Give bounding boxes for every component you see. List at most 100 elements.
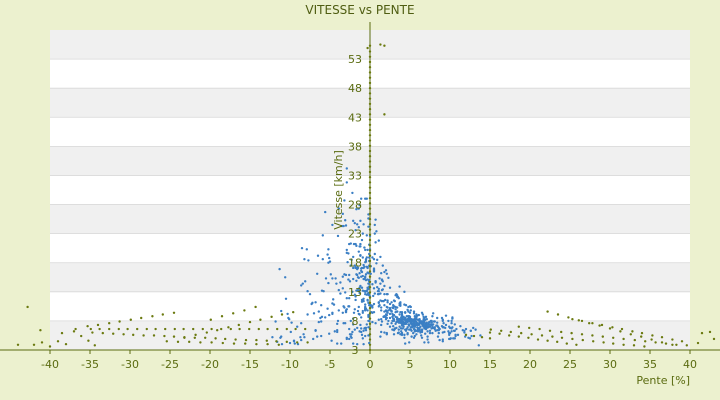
data-point [290, 321, 293, 324]
data-point [363, 327, 366, 330]
data-point [361, 311, 364, 314]
data-point [296, 325, 299, 328]
data-point [403, 336, 406, 339]
data-point [16, 343, 20, 346]
data-point [685, 344, 688, 347]
data-point [255, 338, 258, 342]
data-point [355, 289, 358, 292]
data-point [402, 315, 405, 319]
data-point [408, 311, 412, 314]
x-tick-label: 40 [683, 358, 697, 371]
data-point [336, 342, 339, 345]
data-point [546, 310, 549, 313]
data-point [540, 334, 544, 337]
data-point [353, 308, 356, 311]
data-point [296, 341, 299, 344]
data-point [292, 340, 296, 343]
data-point [380, 323, 383, 327]
data-point [441, 340, 444, 343]
data-point [357, 276, 360, 280]
data-point [366, 298, 369, 302]
data-point [413, 330, 416, 333]
data-point [244, 342, 247, 345]
data-point [420, 336, 424, 339]
y-tick-label: 18 [348, 257, 362, 270]
data-point [368, 317, 372, 320]
data-point [397, 328, 400, 331]
data-point [98, 327, 101, 331]
data-point [498, 332, 501, 335]
data-point [359, 245, 362, 248]
data-point [368, 165, 372, 168]
data-point [415, 315, 418, 319]
data-point [427, 341, 430, 344]
y-tick-label: 48 [348, 82, 362, 95]
data-point [404, 322, 408, 326]
data-point [368, 160, 372, 163]
data-point [199, 341, 202, 344]
data-point [602, 341, 605, 344]
data-point [294, 327, 297, 331]
data-point [424, 323, 427, 327]
x-tick-label: 0 [367, 358, 374, 371]
data-point [369, 272, 372, 275]
data-point [316, 254, 320, 257]
data-point [390, 322, 393, 325]
data-point [234, 338, 237, 341]
data-point [538, 327, 541, 331]
data-point [425, 317, 428, 321]
data-point [341, 275, 344, 278]
data-point [360, 316, 363, 319]
data-point [407, 323, 410, 326]
data-point [383, 44, 386, 47]
data-point [368, 327, 372, 331]
data-point [371, 283, 374, 286]
data-point [361, 337, 364, 340]
data-point [631, 330, 634, 333]
data-point [368, 155, 372, 158]
data-point [56, 340, 60, 343]
data-point [367, 326, 370, 329]
data-point [508, 334, 511, 337]
data-point [129, 318, 132, 321]
data-point [299, 336, 302, 339]
data-point [644, 340, 647, 343]
data-point [395, 292, 398, 296]
data-point [680, 340, 684, 343]
data-point [385, 305, 388, 309]
data-point [412, 331, 415, 335]
data-point [654, 341, 657, 344]
data-point [335, 282, 338, 285]
data-point [221, 341, 224, 345]
data-point [517, 325, 520, 328]
data-point [348, 327, 351, 331]
data-point [398, 304, 401, 307]
data-point [357, 250, 360, 253]
data-point [430, 320, 433, 324]
data-point [238, 327, 241, 331]
data-point [362, 299, 365, 303]
data-point [367, 315, 370, 319]
data-point [374, 322, 377, 325]
data-point [431, 315, 434, 318]
data-point [570, 331, 573, 335]
data-point [368, 312, 372, 315]
data-point [375, 230, 378, 233]
data-point [368, 233, 372, 236]
x-tick-label: -30 [121, 358, 139, 371]
data-point [271, 336, 274, 339]
data-point [620, 327, 624, 331]
y-tick-label: 23 [348, 228, 362, 241]
y-tick-label: 28 [348, 199, 362, 212]
data-point [388, 286, 392, 289]
data-point [352, 317, 355, 320]
data-point [388, 325, 392, 328]
data-point [643, 345, 646, 348]
data-point [368, 139, 372, 142]
data-point [142, 334, 145, 337]
data-point [368, 134, 372, 137]
data-point [381, 288, 384, 291]
data-point [379, 282, 382, 285]
data-point [216, 329, 219, 332]
